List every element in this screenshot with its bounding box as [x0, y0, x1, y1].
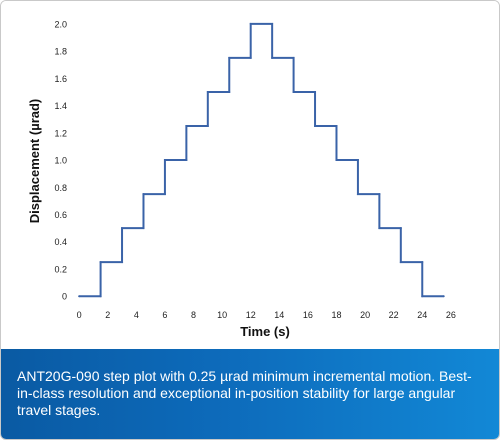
x-tick-label: 24	[417, 310, 427, 320]
y-tick-label: 0	[62, 292, 67, 302]
y-tick-label: 1.2	[54, 128, 67, 138]
series-line	[79, 22, 444, 298]
x-tick-label: 20	[360, 310, 370, 320]
x-tick-label: 4	[134, 310, 139, 320]
data-point	[185, 159, 188, 162]
y-tick-label: 0.6	[54, 210, 67, 220]
y-tick-label: 1.6	[54, 74, 67, 84]
x-tick-label: 26	[446, 310, 456, 320]
data-point	[206, 90, 209, 93]
data-point	[292, 90, 295, 93]
x-tick-label: 10	[217, 310, 227, 320]
data-point	[399, 261, 402, 264]
data-point	[206, 125, 209, 128]
data-point	[228, 90, 231, 93]
y-tick-label: 0.2	[54, 264, 67, 274]
x-tick-label: 0	[77, 310, 82, 320]
data-point	[142, 193, 145, 196]
series-layer	[78, 22, 445, 298]
y-tick-label: 1.8	[54, 47, 67, 57]
y-tick-label: 1.4	[54, 101, 67, 111]
y-tick-label: 0.4	[54, 237, 67, 247]
data-point	[228, 56, 231, 59]
data-point	[163, 159, 166, 162]
x-tick-label: 12	[246, 310, 256, 320]
x-tick-label: 14	[274, 310, 284, 320]
data-point	[99, 261, 102, 264]
x-axis-ticks: 0 2 4 6 8 10 12 14 16 18 20 22 24 26	[77, 310, 456, 320]
data-point	[378, 193, 381, 196]
data-point	[142, 227, 145, 230]
data-point	[271, 56, 274, 59]
data-point	[121, 227, 124, 230]
data-point	[121, 261, 124, 264]
x-tick-label: 8	[191, 310, 196, 320]
data-point	[271, 22, 274, 25]
data-point	[163, 193, 166, 196]
data-point	[335, 159, 338, 162]
data-point	[314, 90, 317, 93]
data-point	[335, 125, 338, 128]
data-point	[249, 22, 252, 25]
data-point	[356, 159, 359, 162]
chart-area: 0 0.2 0.4 0.6 0.8 1.0 1.2 1.4 1.6 1.8 2.0 0 2 4 6 8 10 1…	[1, 1, 499, 349]
data-point	[356, 193, 359, 196]
x-tick-label: 2	[105, 310, 110, 320]
data-point	[421, 261, 424, 264]
step-plot-chart: 00.20.40.60.81.01.21.41.61.82.0 0 2 4 6 8 10 1…	[27, 19, 456, 339]
x-tick-label: 22	[389, 310, 399, 320]
data-point	[185, 125, 188, 128]
data-point	[399, 227, 402, 230]
caption-text: ANT20G-090 step plot with 0.25 µrad mini…	[17, 368, 472, 418]
data-point	[314, 125, 317, 128]
x-axis-label: Time (s)	[240, 324, 290, 339]
y-tick-label: 1.0	[54, 156, 67, 166]
data-point	[292, 56, 295, 59]
y-tick-label: 0.8	[54, 183, 67, 193]
x-tick-label: 18	[331, 310, 341, 320]
data-point	[378, 227, 381, 230]
y-tick-label: 2.0	[54, 19, 67, 29]
data-point	[78, 295, 81, 298]
y-axis-ticks: 0 0.2 0.4 0.6 0.8 1.0 1.2 1.4 1.6 1.8 2.0	[54, 19, 67, 301]
x-tick-label: 16	[303, 310, 313, 320]
data-point	[249, 56, 252, 59]
data-point	[442, 295, 445, 298]
x-tick-label: 6	[162, 310, 167, 320]
data-point	[421, 295, 424, 298]
y-axis-label: Displacement (µrad)	[27, 99, 42, 224]
figure-caption: ANT20G-090 step plot with 0.25 µrad mini…	[1, 349, 499, 439]
data-point	[99, 295, 102, 298]
